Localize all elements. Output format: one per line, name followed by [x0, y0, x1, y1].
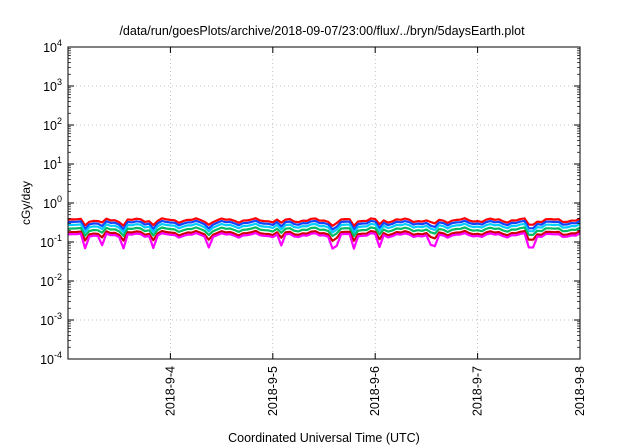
y-tick-label: 103: [43, 77, 62, 94]
x-tick-label: 2018-9-8: [573, 366, 587, 416]
y-tick-label: 10-4: [40, 350, 62, 367]
series-line: [67, 219, 581, 231]
series-line: [67, 231, 581, 250]
y-tick-label: 10-3: [40, 311, 62, 328]
series-line: [67, 222, 581, 234]
series-line: [67, 229, 581, 242]
x-axis-label: Coordinated Universal Time (UTC): [228, 431, 420, 445]
x-tick-label: 2018-9-7: [471, 366, 485, 416]
y-tick-label: 104: [43, 38, 62, 55]
series-line: [67, 217, 581, 227]
y-tick-label: 10-2: [40, 272, 62, 289]
series-line: [67, 226, 581, 238]
y-tick-label: 10-1: [40, 233, 62, 250]
y-tick-label: 102: [43, 116, 62, 133]
series-layer: [67, 217, 581, 250]
grid-lines: [68, 47, 580, 359]
y-tick-label: 100: [43, 194, 62, 211]
y-axis-label: cGy/day: [19, 181, 33, 225]
x-tick-label: 2018-9-5: [266, 366, 280, 416]
x-tick-label: 2018-9-4: [163, 366, 177, 416]
chart-title: /data/run/goesPlots/archive/2018-09-07/2…: [119, 24, 525, 38]
x-tick-label: 2018-9-6: [368, 366, 382, 416]
y-tick-label: 101: [43, 155, 62, 172]
x-axis: 2018-9-4 2018-9-5 2018-9-6 2018-9-7 2018-9-8: [163, 47, 587, 416]
y-axis: 104 103 102 101 100 10-1 10-2 10-3 10-4: [40, 38, 580, 367]
